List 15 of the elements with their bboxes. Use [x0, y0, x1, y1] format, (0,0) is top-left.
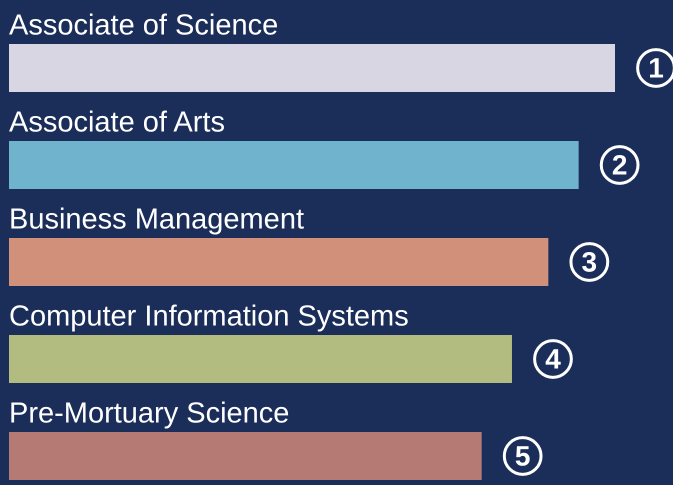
y-tick-label: Pre-Mortuary Science — [9, 398, 290, 430]
y-tick-label: Computer Information Systems — [9, 300, 409, 332]
bar — [9, 335, 512, 383]
bar — [9, 44, 615, 92]
annotation: 1 — [648, 52, 664, 84]
annotation: 4 — [545, 344, 562, 374]
y-tick-label: Business Management — [9, 204, 304, 236]
y-tick-label: Associate of Science — [9, 10, 278, 42]
annotation: 3 — [582, 246, 598, 278]
bar — [9, 141, 579, 189]
annotation: 2 — [612, 150, 628, 180]
y-tick-label: Associate of Arts — [9, 106, 225, 138]
annotation: 5 — [514, 440, 530, 472]
bar — [9, 238, 548, 286]
bar — [9, 432, 482, 480]
